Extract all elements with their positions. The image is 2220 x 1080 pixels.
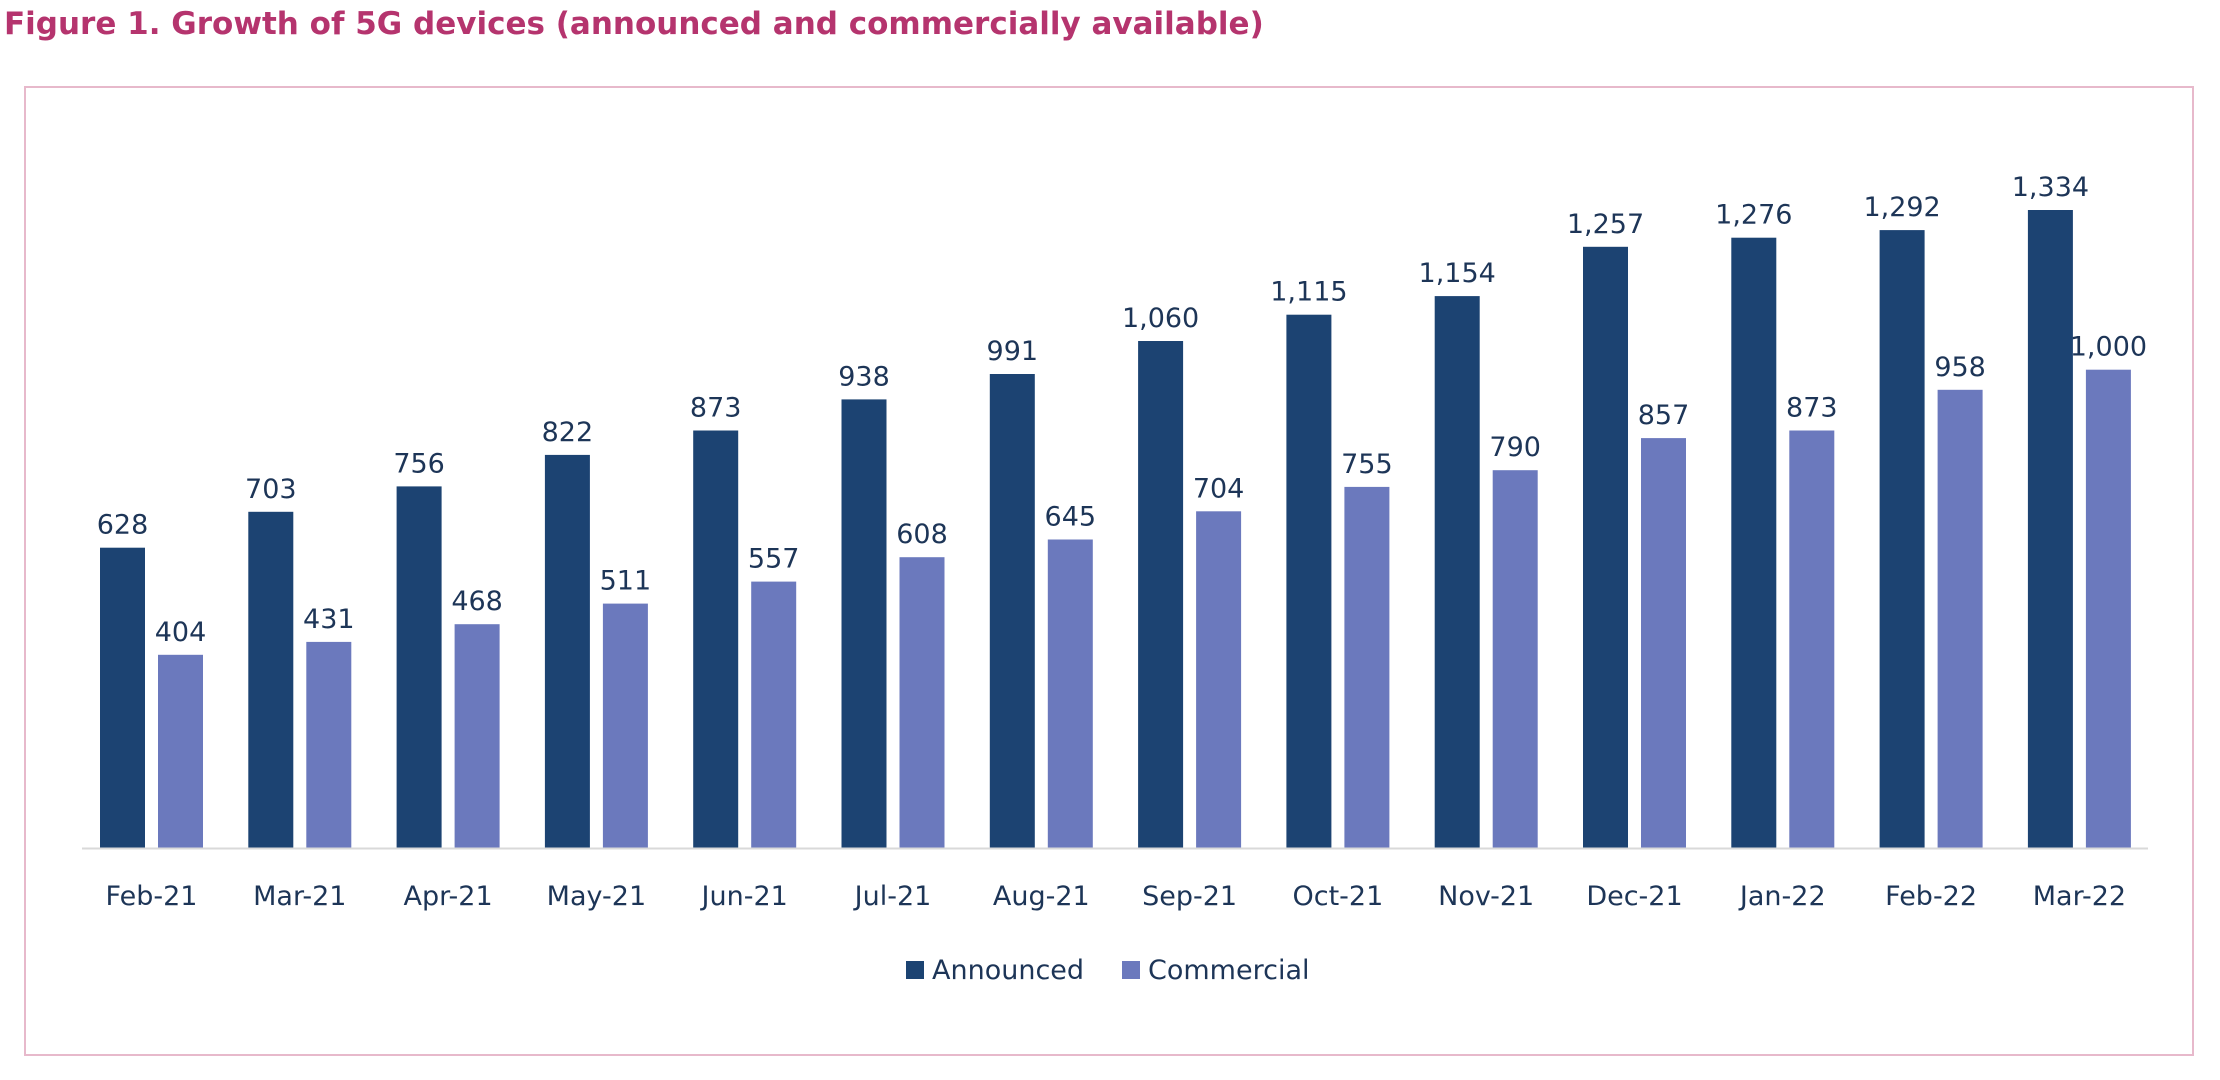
- bar-announced-apr-21: [396, 486, 442, 848]
- bar-announced-oct-21: [1286, 314, 1332, 848]
- bar-announced-jun-21: [693, 430, 739, 848]
- x-tick-label: Dec-21: [1586, 881, 1682, 912]
- x-tick-labels-layer: Feb-21 Mar-21 Apr-21 May-21 Jun-21 Jul-21 Aug-…: [106, 881, 2127, 912]
- bar-announced-dec-21: [1583, 246, 1628, 849]
- data-label-commercial-jul-21: 608: [896, 519, 948, 550]
- data-label-commercial-feb-21: 404: [155, 617, 207, 648]
- bar-announced-mar-21: [248, 511, 294, 848]
- data-label-commercial-feb-22: 958: [1934, 352, 1986, 383]
- legend: Announced Commercial: [906, 955, 1310, 986]
- bar-commercial-apr-21: [454, 624, 500, 848]
- data-label-commercial-may-21: 511: [600, 566, 652, 597]
- data-label-commercial-dec-21: 857: [1638, 400, 1690, 431]
- x-tick-label: May-21: [547, 881, 646, 912]
- bar-commercial-mar-22: [2085, 369, 2131, 848]
- data-label-commercial-aug-21: 645: [1045, 502, 1097, 533]
- data-label-commercial-jan-22: 873: [1786, 393, 1838, 424]
- data-label-announced-oct-21: 1,115: [1270, 277, 1347, 308]
- data-label-commercial-sep-21: 704: [1193, 473, 1245, 504]
- chart-frame: [24, 86, 2194, 1056]
- bar-commercial-mar-21: [306, 641, 352, 848]
- x-tick-label: Jan-22: [1738, 881, 1826, 912]
- data-label-announced-jul-21: 938: [838, 361, 890, 392]
- data-label-commercial-oct-21: 755: [1341, 449, 1393, 480]
- bar-commercial-jun-21: [751, 581, 797, 848]
- figure-title: Figure 1. Growth of 5G devices (announce…: [4, 6, 1264, 42]
- bar-commercial-jul-21: [899, 557, 945, 848]
- x-tick-label: Mar-21: [253, 881, 346, 912]
- x-tick-label: Mar-22: [2033, 881, 2126, 912]
- data-label-commercial-nov-21: 790: [1489, 432, 1541, 463]
- bar-commercial-feb-22: [1937, 389, 1983, 848]
- data-label-announced-aug-21: 991: [987, 336, 1039, 367]
- bar-commercial-aug-21: [1047, 539, 1093, 848]
- bar-announced-feb-22: [1879, 230, 1925, 849]
- bar-announced-mar-22: [2027, 210, 2073, 848]
- data-label-announced-may-21: 822: [542, 417, 594, 448]
- data-label-announced-feb-21: 628: [97, 510, 149, 541]
- x-tick-label: Aug-21: [993, 881, 1090, 912]
- data-label-commercial-jun-21: 557: [748, 544, 800, 575]
- data-label-announced-nov-21: 1,154: [1419, 258, 1496, 289]
- data-label-commercial-mar-22: 1,000: [2070, 332, 2147, 363]
- bar-commercial-oct-21: [1344, 486, 1390, 848]
- data-label-announced-feb-22: 1,292: [1863, 192, 1940, 223]
- legend-label-commercial: Commercial: [1148, 955, 1310, 986]
- bar-announced-nov-21: [1434, 296, 1480, 849]
- bar-announced-may-21: [544, 454, 590, 848]
- bar-announced-feb-21: [100, 547, 145, 848]
- data-label-announced-jan-22: 1,276: [1715, 200, 1792, 231]
- bar-commercial-may-21: [602, 603, 648, 848]
- x-tick-label: Sep-21: [1142, 881, 1237, 912]
- x-tick-label: Feb-22: [1885, 881, 1977, 912]
- legend-label-announced: Announced: [932, 955, 1084, 986]
- bar-announced-jul-21: [841, 399, 887, 848]
- bar-commercial-sep-21: [1196, 511, 1242, 848]
- bar-commercial-dec-21: [1641, 438, 1686, 848]
- bar-announced-sep-21: [1138, 341, 1184, 848]
- data-label-announced-dec-21: 1,257: [1567, 209, 1644, 240]
- data-label-commercial-apr-21: 468: [451, 586, 503, 617]
- data-label-announced-jun-21: 873: [690, 393, 742, 424]
- bar-commercial-feb-21: [158, 654, 203, 848]
- bar-announced-aug-21: [989, 374, 1035, 848]
- legend-swatch-announced: [906, 961, 924, 979]
- bars-layer: [100, 210, 2131, 849]
- legend-swatch-commercial: [1122, 961, 1140, 979]
- x-tick-label: Oct-21: [1293, 881, 1384, 912]
- bar-announced-jan-22: [1731, 237, 1777, 848]
- bar-commercial-jan-22: [1789, 430, 1835, 848]
- x-tick-label: Jun-21: [700, 881, 788, 912]
- x-tick-label: Jul-21: [853, 881, 932, 912]
- data-label-announced-mar-22: 1,334: [2012, 172, 2089, 203]
- x-tick-label: Nov-21: [1438, 881, 1534, 912]
- x-tick-label: Apr-21: [404, 881, 493, 912]
- bar-commercial-nov-21: [1492, 470, 1538, 848]
- data-labels-layer: 628 404 703 431 756 468 822 511 873 557 938 608 991 6…: [97, 172, 2147, 648]
- data-label-announced-mar-21: 703: [245, 474, 297, 505]
- data-label-commercial-mar-21: 431: [303, 604, 355, 635]
- data-label-announced-sep-21: 1,060: [1122, 303, 1199, 334]
- data-label-announced-apr-21: 756: [393, 448, 445, 479]
- x-tick-label: Feb-21: [106, 881, 198, 912]
